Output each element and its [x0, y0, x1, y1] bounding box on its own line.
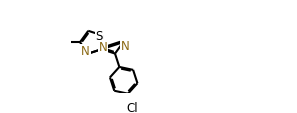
Text: N: N	[121, 39, 129, 52]
Text: Cl: Cl	[127, 101, 138, 113]
Text: S: S	[95, 29, 103, 42]
Text: N: N	[81, 45, 90, 58]
Text: N: N	[99, 40, 108, 53]
